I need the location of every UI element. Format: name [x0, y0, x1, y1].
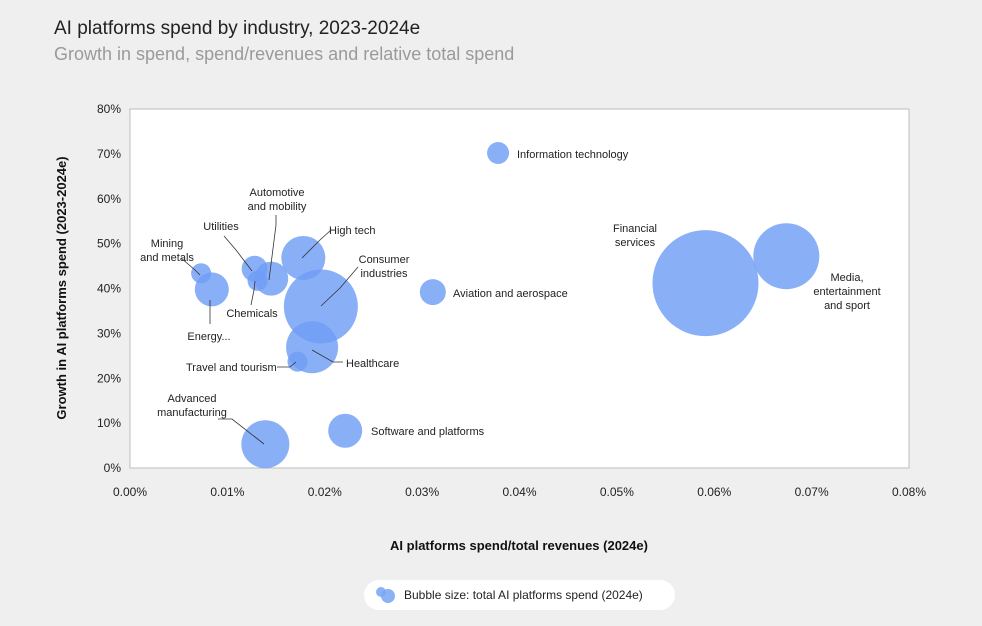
x-tick-label: 0.05%: [600, 485, 634, 499]
y-tick-label: 80%: [97, 102, 121, 116]
x-tick-label: 0.07%: [795, 485, 829, 499]
bubble-software-and-platforms: [328, 413, 363, 448]
x-tick-label: 0.06%: [697, 485, 731, 499]
label-media-entertainment-and-sport: Media, entertainment and sport: [813, 272, 880, 312]
bubble-media-entertainment-and-sport: [753, 223, 820, 290]
leader-high-tech: [301, 229, 332, 259]
label-energy: Energy...: [187, 331, 230, 343]
y-tick-label: 30%: [97, 326, 121, 340]
y-tick-label: 0%: [104, 461, 122, 475]
leader-healthcare: [311, 349, 343, 363]
chart-subtitle: Growth in spend, spend/revenues and rela…: [54, 44, 515, 64]
bubble-size-icon: [376, 586, 398, 604]
bubble-high-tech: [281, 235, 326, 280]
y-tick-label: 60%: [97, 192, 121, 206]
leader-advanced-manufacturing: [218, 418, 265, 445]
label-healthcare: Healthcare: [346, 358, 399, 370]
label-software-and-platforms: Software and platforms: [371, 426, 485, 438]
x-tick-label: 0.00%: [113, 485, 147, 499]
bubble-aviation-and-aerospace: [419, 279, 446, 306]
x-tick-label: 0.04%: [502, 485, 536, 499]
bubble-mining-and-metals: [191, 263, 212, 284]
leader-travel: [277, 361, 297, 368]
leader-chemicals: [250, 280, 256, 306]
y-axis-label: Growth in AI platforms spend (2023-2024e…: [54, 156, 69, 419]
label-aviation-and-aerospace: Aviation and aerospace: [453, 288, 568, 300]
y-tick-label: 50%: [97, 237, 121, 251]
x-tick-label: 0.08%: [892, 485, 926, 499]
bubble-financial-services: [652, 230, 759, 337]
x-tick-label: 0.03%: [405, 485, 439, 499]
leader-mining: [180, 257, 201, 276]
bubble-information-technology: [487, 141, 510, 164]
label-automotive-and-mobility: Automotive and mobility: [248, 187, 307, 213]
y-tick-label: 40%: [97, 282, 121, 296]
label-consumer-industries: Consumer industries: [359, 254, 410, 280]
label-information-technology: Information technology: [517, 149, 629, 161]
label-chemicals: Chemicals: [226, 308, 278, 320]
label-utilities: Utilities: [203, 221, 239, 233]
y-tick-label: 20%: [97, 371, 121, 385]
chart-title: AI platforms spend by industry, 2023-202…: [54, 18, 421, 39]
y-tick-label: 70%: [97, 147, 121, 161]
leader-utilities: [223, 235, 253, 272]
label-advanced-manufacturing: Advanced manufacturing: [157, 393, 227, 419]
leader-consumer-industries: [320, 266, 359, 307]
leader-automotive: [268, 215, 277, 281]
bubble-travel-and-tourism: [287, 351, 308, 372]
label-financial-services: Financial services: [613, 223, 657, 249]
label-travel-and-tourism: Travel and tourism: [186, 362, 277, 374]
label-high-tech: High tech: [329, 225, 375, 237]
legend: Bubble size: total AI platforms spend (2…: [364, 580, 675, 610]
x-tick-label: 0.01%: [210, 485, 244, 499]
leader-lines: [180, 215, 359, 445]
y-tick-label: 10%: [97, 416, 121, 430]
x-tick-label: 0.02%: [308, 485, 342, 499]
x-axis-label: AI platforms spend/total revenues (2024e…: [390, 538, 648, 553]
bubble-advanced-manufacturing: [241, 420, 290, 469]
legend-text: Bubble size: total AI platforms spend (2…: [404, 588, 643, 602]
bubble-chemicals: [247, 270, 268, 291]
label-mining-and-metals: Mining and metals: [140, 238, 194, 264]
